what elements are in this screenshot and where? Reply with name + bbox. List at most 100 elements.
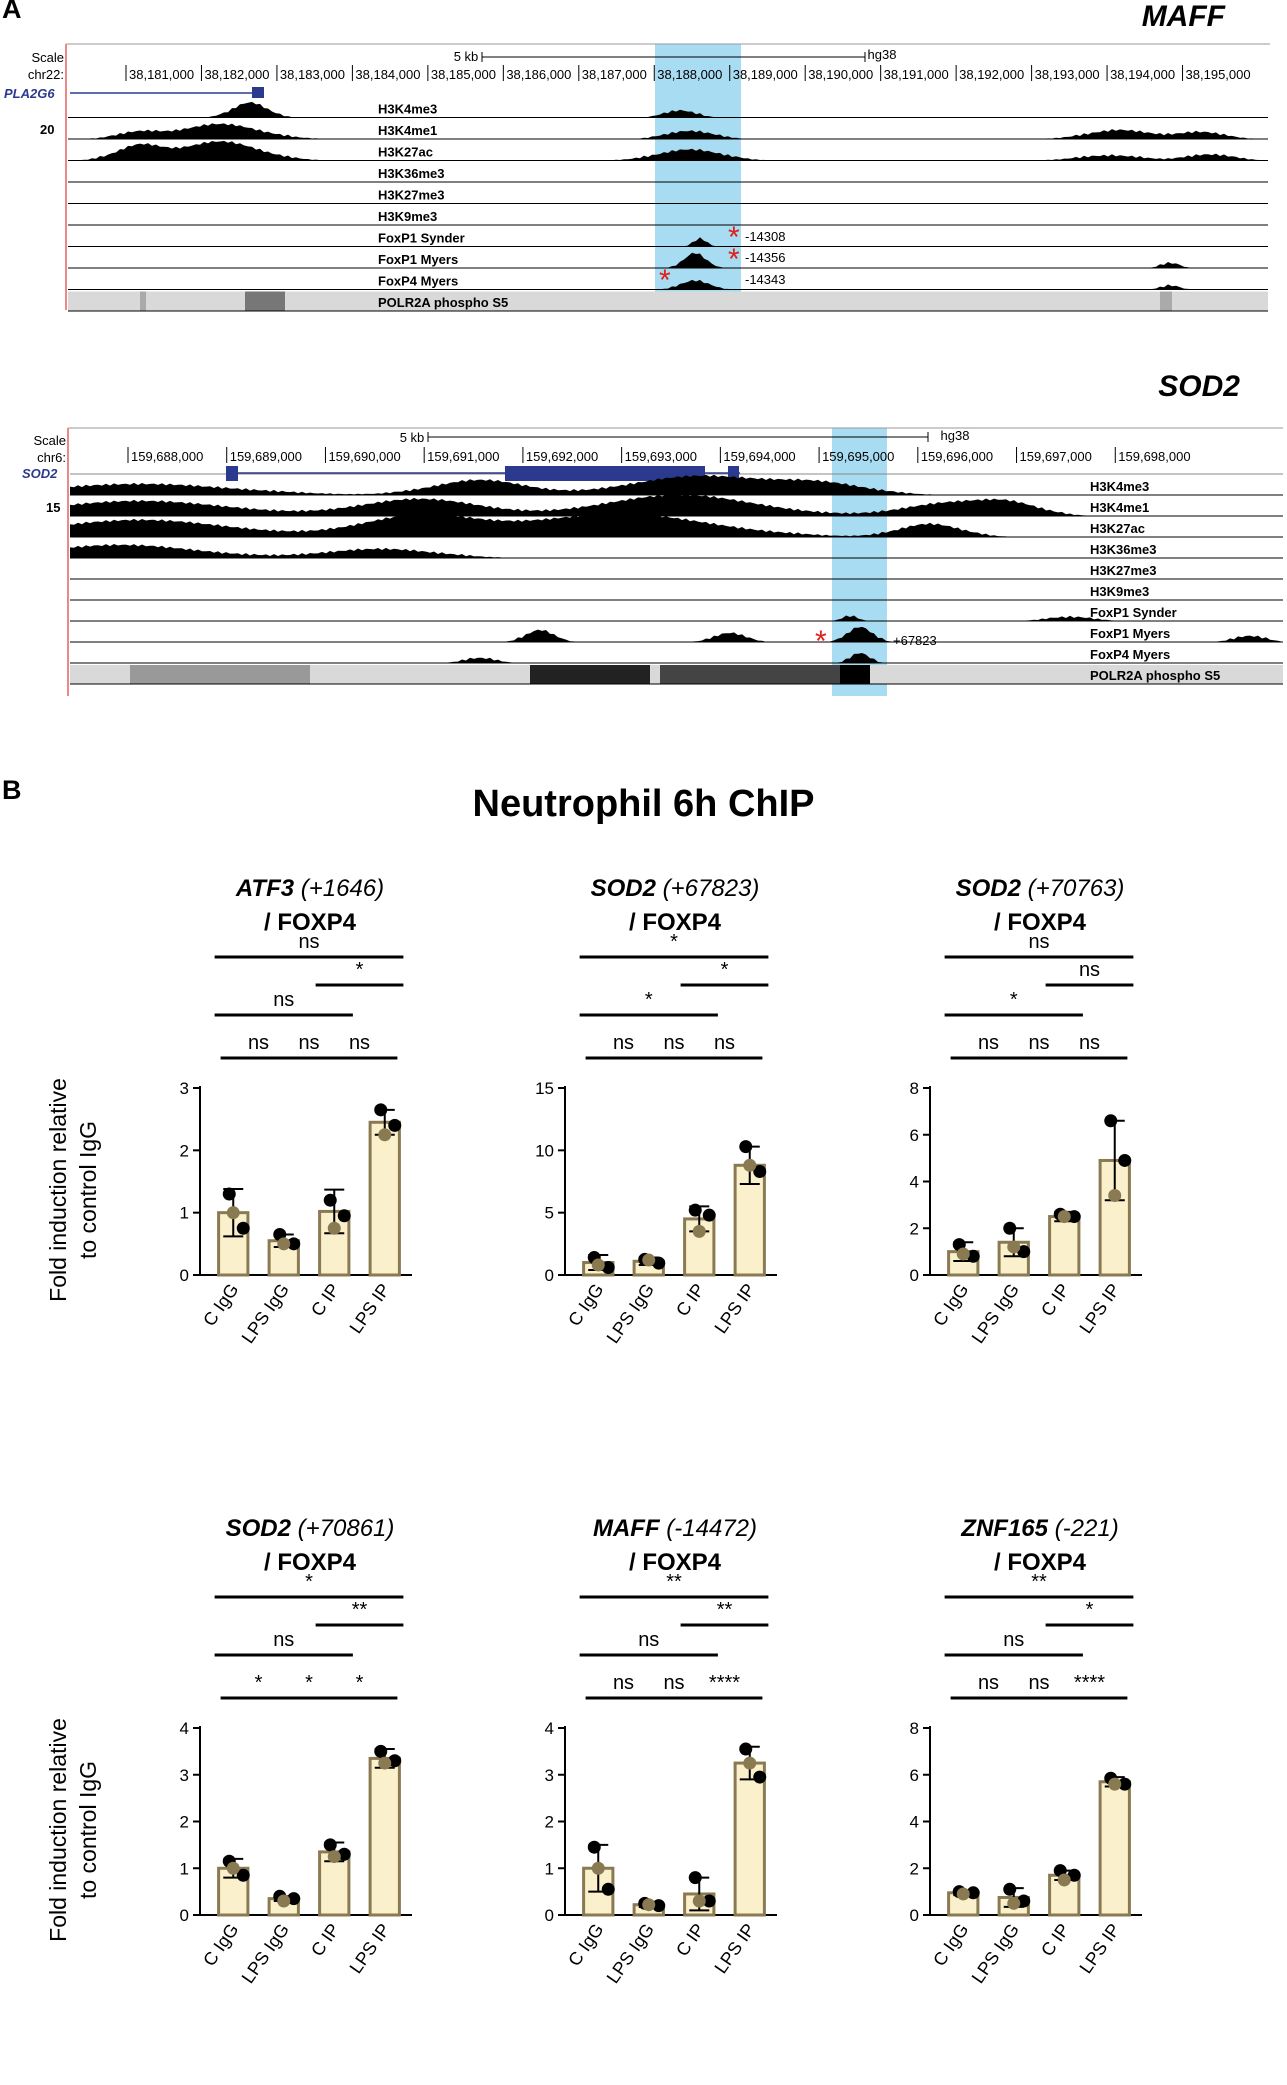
data-point: [337, 1847, 351, 1861]
significance-label: *: [255, 1672, 263, 1694]
x-tick-label: C IgG: [564, 1920, 607, 1970]
data-point: [702, 1208, 716, 1222]
significance-label: *: [305, 1672, 313, 1694]
chart-title-target: / FOXP4: [994, 1549, 1087, 1576]
track-label: H3K9me3: [1090, 584, 1149, 599]
significance-label: **: [1031, 1571, 1047, 1593]
significance-label: ns: [978, 1032, 999, 1054]
y-tick-label: 10: [535, 1141, 554, 1160]
x-tick-label: LPS IP: [346, 1920, 395, 1977]
track-label: FoxP4 Myers: [1090, 647, 1170, 662]
y-tick-label: 2: [910, 1859, 919, 1878]
x-tick-label: LPS IgG: [603, 1920, 658, 1987]
significance-label: ns: [1079, 1032, 1100, 1054]
y-tick-label: 2: [910, 1219, 919, 1238]
data-point: [236, 1868, 250, 1882]
significance-label: **: [717, 1599, 733, 1621]
y-tick-label: 2: [545, 1813, 554, 1832]
x-tick-label: C IP: [307, 1920, 343, 1960]
maff-peak-label-1: -14308: [745, 229, 785, 244]
data-point: [966, 1886, 980, 1900]
x-tick-label: C IP: [1037, 1280, 1073, 1320]
significance-label: ****: [1074, 1672, 1105, 1694]
data-point: [743, 1158, 757, 1172]
data-point: [1007, 1240, 1021, 1254]
track-label: H3K27ac: [378, 145, 433, 160]
coordinate-tick-label: 38,195,000: [1186, 67, 1251, 82]
data-point: [388, 1118, 402, 1132]
coordinate-tick-label: 38,186,000: [506, 67, 571, 82]
coordinate-tick-label: 159,689,000: [230, 449, 302, 464]
significance-label: ns: [978, 1672, 999, 1694]
data-point: [1017, 1894, 1031, 1908]
data-point: [287, 1892, 301, 1906]
sod2-gene-name: SOD2: [22, 466, 58, 481]
chart-title-target: / FOXP4: [264, 1549, 357, 1576]
significance-label: ****: [709, 1672, 740, 1694]
maff-scale-label: Scale: [31, 50, 64, 65]
significance-label: ns: [1028, 1672, 1049, 1694]
coordinate-tick-label: 159,692,000: [526, 449, 598, 464]
maff-peak-label-3: -14343: [745, 272, 785, 287]
coordinate-tick-label: 159,690,000: [328, 449, 400, 464]
track-label: H3K27ac: [1090, 521, 1145, 536]
significance-label: *: [645, 989, 653, 1011]
y-tick-label: 3: [545, 1766, 554, 1785]
sod2-peak-star: *: [815, 625, 827, 658]
track-label: FoxP1 Synder: [378, 231, 465, 246]
data-point: [956, 1887, 970, 1901]
x-tick-label: C IP: [307, 1280, 343, 1320]
significance-label: *: [356, 959, 364, 981]
ylabel-row-2: Fold induction relative to control IgG: [45, 1718, 101, 1942]
data-point: [692, 1224, 706, 1238]
track-label: H3K4me1: [1090, 500, 1149, 515]
data-point: [236, 1221, 250, 1235]
maff-peak-label-2: -14356: [745, 250, 785, 265]
sod2-highlight-region: [832, 428, 887, 696]
sod2-peak-label: +67823: [893, 633, 937, 648]
data-point: [1003, 1882, 1017, 1896]
significance-label: ns: [298, 931, 319, 953]
chart-title-target: / FOXP4: [629, 909, 722, 936]
chart-title-target: / FOXP4: [994, 909, 1087, 936]
sod2-gene-title: SOD2: [1158, 370, 1240, 403]
x-tick-label: LPS IP: [346, 1280, 395, 1337]
panel-b-title: Neutrophil 6h ChIP: [472, 783, 815, 825]
significance-label: *: [721, 959, 729, 981]
significance-label: ns: [638, 1629, 659, 1651]
significance-label: ns: [273, 1629, 294, 1651]
data-point: [642, 1253, 656, 1267]
data-point: [1104, 1114, 1118, 1128]
svg-text:to control IgG: to control IgG: [75, 1121, 101, 1259]
x-tick-label: C IgG: [929, 1280, 972, 1330]
data-point: [378, 1756, 392, 1770]
y-tick-label: 1: [180, 1204, 189, 1223]
coordinate-tick-label: 38,193,000: [1035, 67, 1100, 82]
track-label: H3K36me3: [378, 166, 445, 181]
coordinate-tick-label: 38,189,000: [733, 67, 798, 82]
coordinate-tick-label: 159,698,000: [1118, 449, 1190, 464]
coordinate-tick-label: 38,187,000: [582, 67, 647, 82]
coordinate-tick-label: 38,182,000: [204, 67, 269, 82]
chart-title-target: / FOXP4: [629, 1549, 722, 1576]
y-tick-label: 0: [910, 1266, 919, 1285]
x-tick-label: LPS IgG: [968, 1920, 1023, 1987]
data-point: [277, 1237, 291, 1251]
sod2-ymax: 15: [46, 500, 60, 515]
y-tick-label: 3: [180, 1079, 189, 1098]
chart-title-gene: ATF3 (+1646): [235, 875, 384, 902]
data-point: [378, 1128, 392, 1142]
data-point: [739, 1742, 753, 1756]
track-label: H3K36me3: [1090, 542, 1157, 557]
x-tick-label: C IP: [672, 1920, 708, 1960]
sod2-chrom-label: chr6:: [37, 450, 66, 465]
data-point: [388, 1754, 402, 1768]
data-point: [1057, 1210, 1071, 1224]
x-tick-label: LPS IP: [1076, 1920, 1125, 1977]
significance-label: ns: [1079, 959, 1100, 981]
coordinate-tick-label: 159,696,000: [921, 449, 993, 464]
sod2-scale-length: 5 kb: [400, 430, 425, 445]
